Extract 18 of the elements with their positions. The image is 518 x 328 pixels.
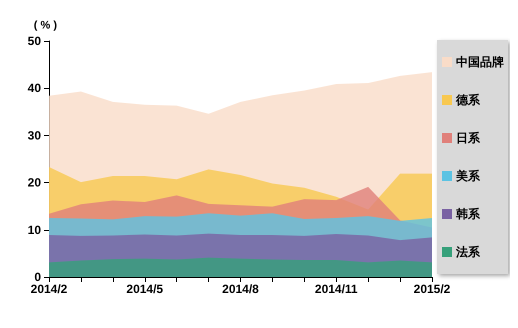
legend-label: 韩系	[455, 207, 481, 221]
x-tick-label: 2014/11	[314, 282, 358, 296]
y-tick-label: 40	[28, 81, 42, 96]
legend-label: 德系	[455, 93, 481, 107]
y-tick-label: 30	[28, 128, 42, 142]
x-tick-label: 2015/2	[414, 282, 451, 296]
legend-label: 中国品牌	[456, 55, 504, 69]
y-tick-label: 10	[28, 222, 42, 237]
x-tick-label: 2014/2	[30, 282, 68, 296]
x-tick-label: 2014/8	[222, 282, 260, 296]
y-axis-title: ( % )	[34, 20, 58, 32]
legend-label: 法系	[455, 245, 481, 259]
legend-label: 日系	[456, 131, 481, 145]
y-tick-label: 20	[28, 176, 42, 190]
y-tick-label: 0	[34, 270, 42, 284]
legend-label: 美系	[455, 169, 481, 183]
x-tick-label: 2014/5	[126, 282, 164, 296]
y-tick-label: 50	[28, 34, 42, 48]
